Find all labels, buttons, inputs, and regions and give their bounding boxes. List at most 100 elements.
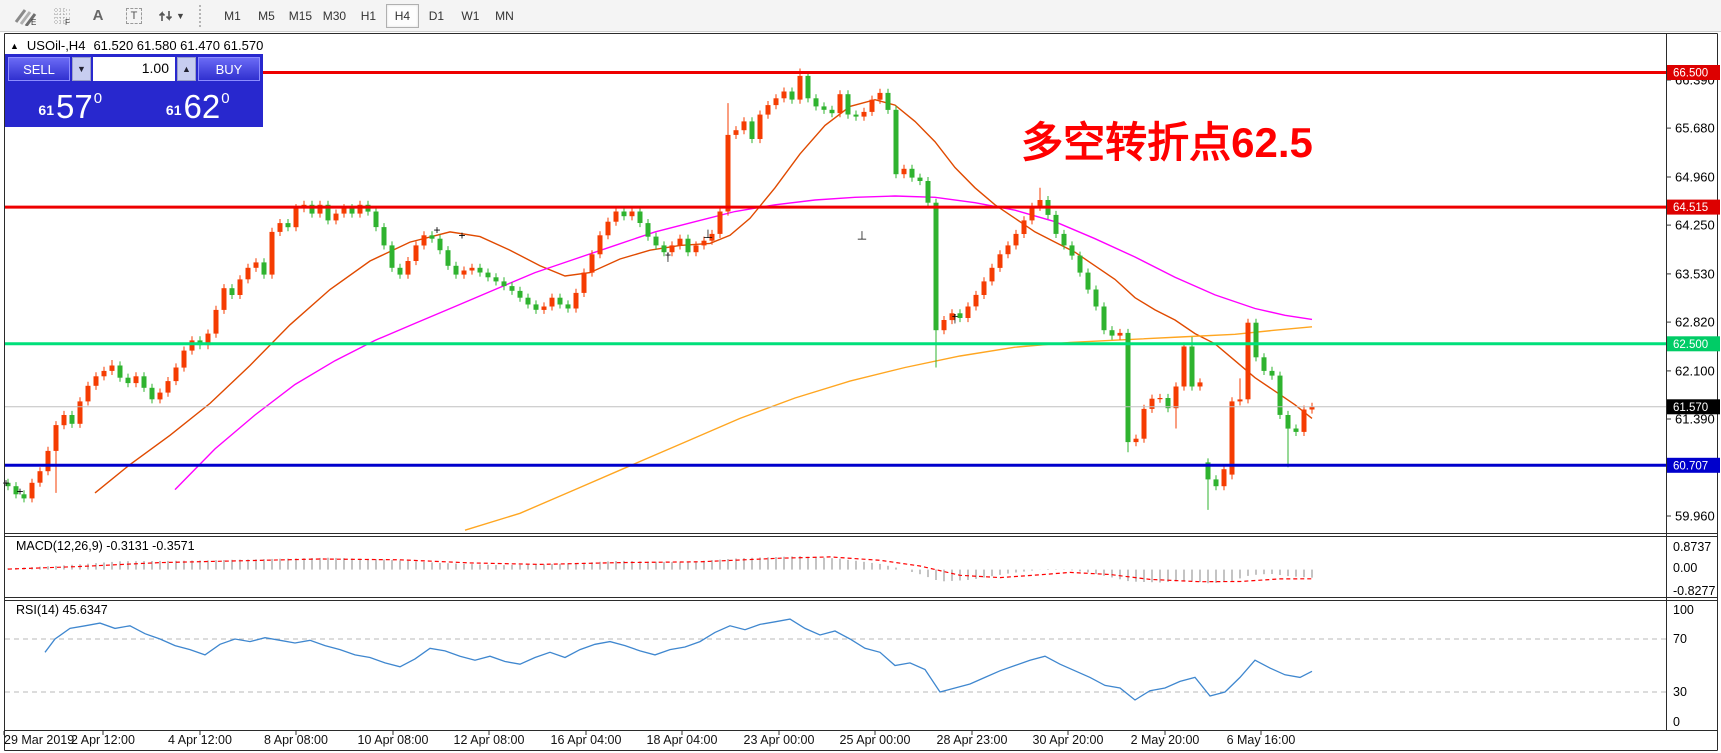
chart-title: ▲ USOil-,H4 61.520 61.580 61.470 61.570	[10, 38, 263, 53]
svg-text:62.820: 62.820	[1675, 315, 1715, 330]
svg-text:2 May 20:00: 2 May 20:00	[1131, 733, 1200, 747]
timeframe-button-H1[interactable]: H1	[360, 8, 377, 23]
arrows-glyph	[158, 10, 173, 21]
rsi-label: RSI(14) 45.6347	[16, 603, 108, 617]
annotation-text: 多空转折点62.5	[1021, 119, 1313, 166]
sell-price-big: 57	[56, 88, 93, 125]
order-entry-row: SELL ▼ 1.00 ▲ BUY	[8, 57, 260, 81]
svg-text:⊥: ⊥	[703, 227, 713, 241]
timeframe-button-M30[interactable]: M30	[322, 8, 347, 23]
chart-window: + + + + † ⊥ ⊥ † 多空转折点62.5 MACD(12,26,9) -0.3131 -…	[0, 32, 1721, 753]
svg-text:6 May 16:00: 6 May 16:00	[1227, 733, 1296, 747]
svg-text:63.530: 63.530	[1675, 266, 1715, 281]
toolbar: E F A T ▼	[0, 0, 1721, 32]
svg-text:28 Apr 23:00: 28 Apr 23:00	[937, 733, 1008, 747]
svg-text:†: †	[952, 312, 959, 326]
sell-button[interactable]: SELL	[8, 57, 70, 81]
boxed-t-glyph: T	[125, 7, 143, 24]
timeframe-button-M15[interactable]: M15	[288, 8, 313, 23]
svg-text:70: 70	[1673, 632, 1687, 646]
volume-input[interactable]: 1.00	[93, 57, 175, 81]
svg-text:61.570: 61.570	[1673, 402, 1708, 414]
price-display-row: 61 57 0 61 62 0	[8, 84, 260, 124]
volume-increase-button[interactable]: ▲	[177, 57, 196, 81]
price-badges: 66.500 64.515 62.500 61.570 60.707	[1667, 65, 1720, 473]
symbol-period-label: USOil-,H4	[26, 38, 86, 53]
volume-decrease-button[interactable]: ▼	[72, 57, 91, 81]
svg-text:-0.8277: -0.8277	[1673, 584, 1715, 598]
svg-text:0.00: 0.00	[1673, 561, 1697, 575]
svg-text:64.250: 64.250	[1675, 218, 1715, 233]
buy-price-prefix: 61	[165, 102, 182, 118]
buy-price-big: 62	[183, 88, 221, 125]
buy-price-sup: 0	[221, 90, 230, 107]
grid-glyph: F	[54, 7, 70, 26]
svg-text:100: 100	[1673, 603, 1694, 617]
text-icon[interactable]: A	[82, 3, 114, 29]
svg-text:2 Apr 12:00: 2 Apr 12:00	[71, 733, 135, 747]
toolbar-grip[interactable]	[198, 4, 206, 27]
arrange-arrows-icon[interactable]: ▼	[154, 3, 189, 29]
candles	[5, 68, 1315, 510]
text-label-icon[interactable]: T	[118, 3, 150, 29]
timeframe-button-H4[interactable]: H4	[385, 3, 419, 28]
svg-text:+: +	[433, 223, 440, 237]
svg-text:⊥: ⊥	[857, 228, 867, 242]
macd-label: MACD(12,26,9) -0.3131 -0.3571	[16, 539, 195, 553]
svg-text:+: +	[2, 476, 9, 490]
svg-text:0.8737: 0.8737	[1673, 540, 1711, 554]
sell-price-display: 61 57 0	[8, 84, 133, 124]
svg-text:†: †	[665, 250, 672, 264]
svg-text:30 Apr 20:00: 30 Apr 20:00	[1033, 733, 1104, 747]
svg-text:59.960: 59.960	[1675, 509, 1715, 524]
timeframe-button-D1[interactable]: D1	[428, 8, 445, 23]
svg-text:29 Mar 2019: 29 Mar 2019	[4, 733, 74, 747]
svg-text:64.515: 64.515	[1673, 202, 1708, 214]
rsi-line	[44, 618, 1313, 701]
orange-ma	[464, 326, 1313, 531]
macd-signal-line	[7, 556, 1313, 583]
timeframe-button-MN[interactable]: MN	[495, 8, 514, 23]
indicator-axis-labels: 0.8737 0.00 -0.8277 100 70 30 0	[1673, 540, 1715, 729]
crayons-glyph: E	[14, 8, 36, 26]
timeframe-button-M5[interactable]: M5	[258, 8, 275, 23]
svg-text:4 Apr 12:00: 4 Apr 12:00	[168, 733, 232, 747]
svg-text:65.680: 65.680	[1675, 121, 1715, 136]
svg-text:62.100: 62.100	[1675, 363, 1715, 378]
timeframe-button-M1[interactable]: M1	[224, 8, 241, 23]
svg-text:25 Apr 00:00: 25 Apr 00:00	[840, 733, 911, 747]
svg-text:30: 30	[1673, 685, 1687, 699]
svg-text:+: +	[16, 485, 23, 499]
timeframe-button-W1[interactable]: W1	[461, 8, 480, 23]
svg-text:12 Apr 08:00: 12 Apr 08:00	[454, 733, 525, 747]
collapse-arrow-icon: ▲	[10, 40, 19, 51]
svg-text:16 Apr 04:00: 16 Apr 04:00	[551, 733, 622, 747]
sell-price-sup: 0	[93, 90, 103, 107]
svg-text:18 Apr 04:00: 18 Apr 04:00	[647, 733, 718, 747]
svg-text:64.960: 64.960	[1675, 170, 1715, 185]
sell-price-prefix: 61	[38, 102, 54, 118]
svg-text:+: +	[458, 228, 465, 242]
macd-panel	[7, 556, 1313, 584]
trade-markers: + + + + † ⊥ ⊥ †	[2, 223, 958, 499]
price-axis: 66.39065.68064.96064.25063.53062.82062.1…	[1666, 73, 1715, 524]
svg-text:62.500: 62.500	[1673, 339, 1708, 351]
svg-text:F: F	[65, 18, 70, 26]
fibonacci-grid-icon[interactable]: F	[46, 3, 78, 29]
timeframe-group: M1 M5 M15 M30 H1 H4 D1 W1 MN	[216, 3, 521, 28]
indicators-crayons-icon[interactable]: E	[8, 3, 42, 29]
red-ma	[94, 98, 1313, 494]
svg-text:E: E	[31, 18, 36, 26]
letter-a-glyph: A	[92, 7, 104, 24]
buy-button[interactable]: BUY	[198, 57, 260, 81]
rsi-panel	[5, 618, 1666, 701]
svg-text:66.500: 66.500	[1673, 68, 1708, 80]
svg-text:0: 0	[1673, 715, 1680, 729]
svg-text:8 Apr 08:00: 8 Apr 08:00	[264, 733, 328, 747]
chart-canvas[interactable]: + + + + † ⊥ ⊥ † 多空转折点62.5 MACD(12,26,9) -0.3131 -…	[0, 32, 1721, 753]
svg-text:10 Apr 08:00: 10 Apr 08:00	[358, 733, 429, 747]
panel-borders	[4, 33, 1718, 751]
dropdown-caret-icon: ▼	[176, 10, 185, 21]
